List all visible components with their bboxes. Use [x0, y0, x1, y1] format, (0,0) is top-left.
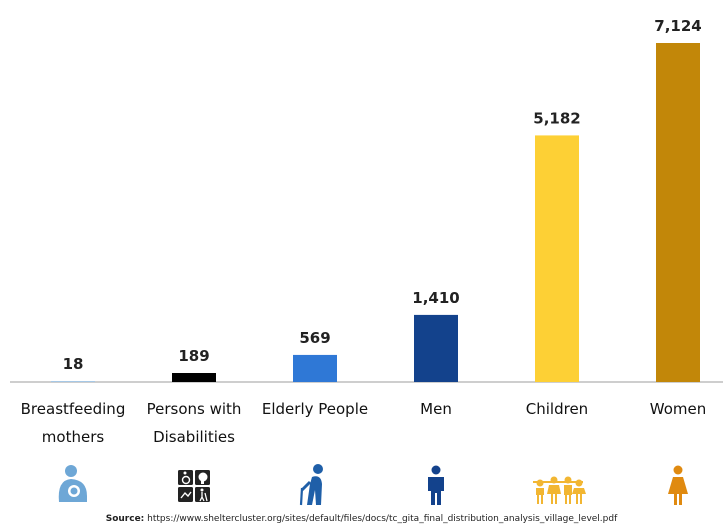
bar [293, 354, 337, 382]
category-label: Children [526, 400, 588, 418]
category-label: Breastfeeding [21, 400, 126, 418]
woman-icon [668, 465, 688, 505]
children-icon [533, 476, 586, 504]
data-label: 5,182 [533, 109, 580, 127]
source-note: Source: https://www.sheltercluster.org/s… [0, 514, 723, 524]
elderly-person-icon [299, 464, 323, 506]
data-label: 7,124 [654, 17, 701, 35]
data-label: 189 [178, 347, 209, 365]
source-label: Source: [105, 514, 145, 524]
category-label: Elderly People [262, 400, 368, 418]
disability-icons-icon [178, 470, 210, 502]
man-icon [428, 465, 444, 505]
category-label: Persons with [147, 400, 242, 418]
category-label: Women [650, 400, 706, 418]
data-label: 1,410 [412, 289, 459, 307]
bar [51, 381, 95, 382]
bar [535, 135, 579, 382]
breastfeeding-mother-icon [58, 465, 87, 502]
data-label: 18 [63, 355, 84, 373]
source-url: https://www.sheltercluster.org/sites/def… [144, 514, 618, 524]
data-label: 569 [299, 329, 330, 347]
category-label: Disabilities [153, 428, 235, 446]
category-label: mothers [42, 428, 105, 446]
bar [656, 43, 700, 382]
bar [414, 314, 458, 382]
bar [172, 373, 216, 382]
category-label: Men [420, 400, 452, 418]
